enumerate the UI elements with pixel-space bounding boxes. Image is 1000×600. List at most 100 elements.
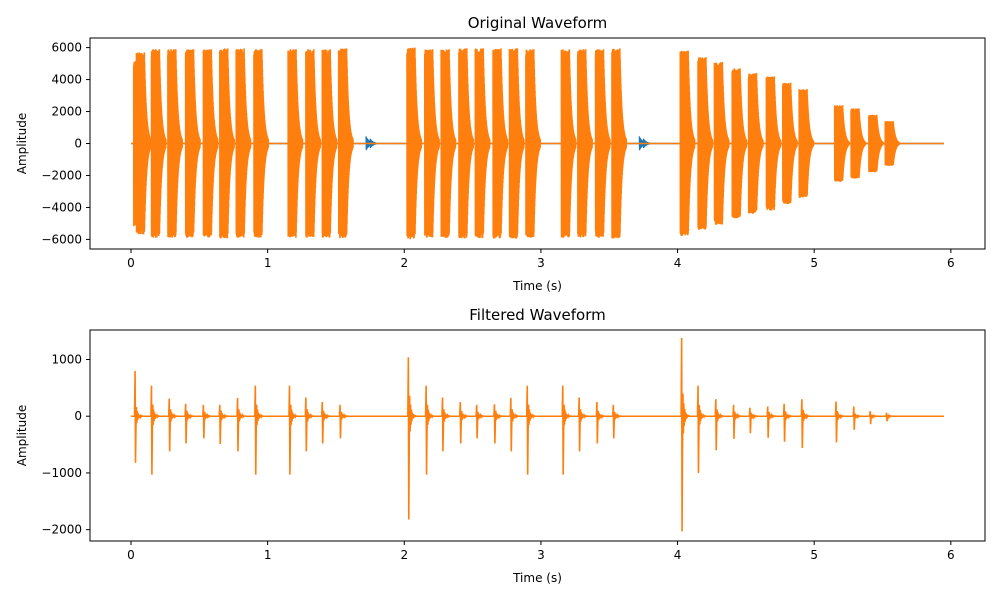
x-tick-label: 1 — [264, 256, 272, 270]
x-tick-label: 5 — [810, 548, 818, 562]
series-orange-burst — [798, 89, 815, 198]
series-filtered-spike — [407, 357, 417, 520]
series-filtered-spike — [304, 397, 315, 452]
x-tick-label: 6 — [947, 256, 955, 270]
y-tick-label: −4000 — [41, 200, 82, 214]
x-tick-label: 0 — [127, 548, 135, 562]
series-filtered-spike — [680, 337, 691, 532]
series-orange-burst — [458, 48, 475, 239]
y-axis-label: Amplitude — [15, 113, 29, 175]
series-filtered-spike — [218, 404, 229, 445]
series-filtered-spike — [800, 399, 811, 448]
series-filtered-spike — [748, 407, 759, 434]
series-blue-bump — [642, 138, 651, 149]
series-filtered-spike — [167, 398, 178, 452]
y-tick-label: −2000 — [41, 523, 82, 537]
series-orange-burst — [868, 114, 884, 173]
series-filtered-spike — [732, 404, 742, 439]
series-orange-burst — [287, 49, 304, 238]
chart-title: Filtered Waveform — [469, 306, 605, 324]
y-tick-label: 6000 — [51, 41, 82, 55]
series-orange-burst — [833, 105, 850, 182]
y-tick-label: 0 — [74, 409, 82, 423]
axes-frame — [89, 329, 986, 542]
series-filtered-spike — [766, 406, 777, 438]
x-axis-label: Time (s) — [512, 279, 562, 293]
y-tick-label: 4000 — [51, 73, 82, 87]
series-orange-burst — [713, 61, 730, 225]
plot-area — [130, 337, 945, 532]
series-orange-burst — [167, 49, 184, 238]
x-tick-label: 6 — [947, 548, 955, 562]
series-orange-burst — [253, 49, 270, 238]
series-orange-burst — [440, 49, 457, 238]
y-axis-ticks: −6000 −4000 −2000 0 2000 4000 6000 — [41, 41, 90, 246]
series-orange-burst — [697, 57, 714, 230]
series-orange-burst — [850, 108, 867, 179]
series-filtered-spike — [253, 385, 264, 475]
x-axis-ticks: 0 1 2 3 4 5 6 — [127, 541, 955, 562]
series-filtered-spike — [834, 401, 845, 443]
series-filtered-spike — [868, 411, 879, 425]
y-tick-label: −1000 — [41, 466, 82, 480]
series-orange-burst — [337, 48, 354, 239]
series-orange-burst — [525, 49, 542, 238]
series-orange-burst — [765, 76, 782, 211]
x-axis-ticks: 0 1 2 3 4 5 6 — [127, 249, 955, 270]
y-tick-label: −2000 — [41, 168, 82, 182]
series-filtered-spike — [595, 401, 606, 444]
series-filtered-spike — [696, 385, 707, 473]
x-tick-label: 3 — [537, 256, 545, 270]
series-orange-burst — [679, 50, 696, 236]
series-orange-burst — [219, 48, 235, 239]
series-filtered-spike — [525, 385, 536, 475]
series-filtered-spike — [441, 397, 451, 452]
x-tick-label: 4 — [674, 256, 682, 270]
x-tick-label: 4 — [674, 548, 682, 562]
series-orange-burst — [305, 49, 322, 238]
y-tick-label: 0 — [74, 137, 82, 151]
series-orange-burst — [150, 49, 167, 238]
series-orange-burst — [508, 48, 525, 239]
series-orange-burst — [321, 49, 338, 238]
series-filtered-spike — [714, 399, 725, 451]
x-tick-label: 1 — [264, 548, 272, 562]
x-axis-label: Time (s) — [512, 571, 562, 585]
plot-area — [130, 47, 945, 240]
series-orange-burst — [594, 49, 611, 238]
original-waveform-chart: Original Waveform 0 1 2 3 4 5 6 −6000 −4000 −200… — [15, 14, 986, 293]
series-filtered-spike — [202, 404, 212, 439]
series-filtered-spike — [424, 385, 435, 475]
series-filtered-spike — [561, 385, 572, 475]
series-orange-burst — [406, 47, 423, 240]
series-filtered-spike — [493, 404, 503, 444]
series-blue-bump — [369, 138, 378, 149]
series-orange-burst — [884, 121, 901, 166]
series-filtered-spike — [288, 385, 298, 475]
y-tick-label: 1000 — [51, 352, 82, 366]
series-orange-burst — [423, 49, 440, 238]
series-filtered-spike — [852, 406, 863, 430]
series-filtered-spike — [150, 385, 160, 475]
y-axis-label: Amplitude — [15, 405, 29, 467]
y-tick-label: −6000 — [41, 232, 82, 246]
series-orange-burst — [781, 82, 798, 205]
series-orange-burst — [492, 48, 509, 239]
series-filtered-spike — [885, 412, 895, 422]
series-filtered-spike — [611, 404, 622, 439]
y-tick-label: 2000 — [51, 105, 82, 119]
series-orange-burst — [747, 73, 764, 214]
series-orange-burst — [235, 48, 252, 238]
series-filtered-spike — [577, 397, 588, 452]
series-filtered-spike — [320, 401, 331, 444]
series-filtered-spike — [133, 370, 144, 463]
series-filtered-spike — [338, 404, 349, 439]
x-tick-label: 5 — [810, 256, 818, 270]
series-orange-burst — [135, 52, 152, 235]
chart-title: Original Waveform — [468, 14, 608, 32]
x-tick-label: 0 — [127, 256, 135, 270]
series-filtered-spike — [782, 403, 793, 442]
series-orange-burst — [202, 49, 219, 238]
